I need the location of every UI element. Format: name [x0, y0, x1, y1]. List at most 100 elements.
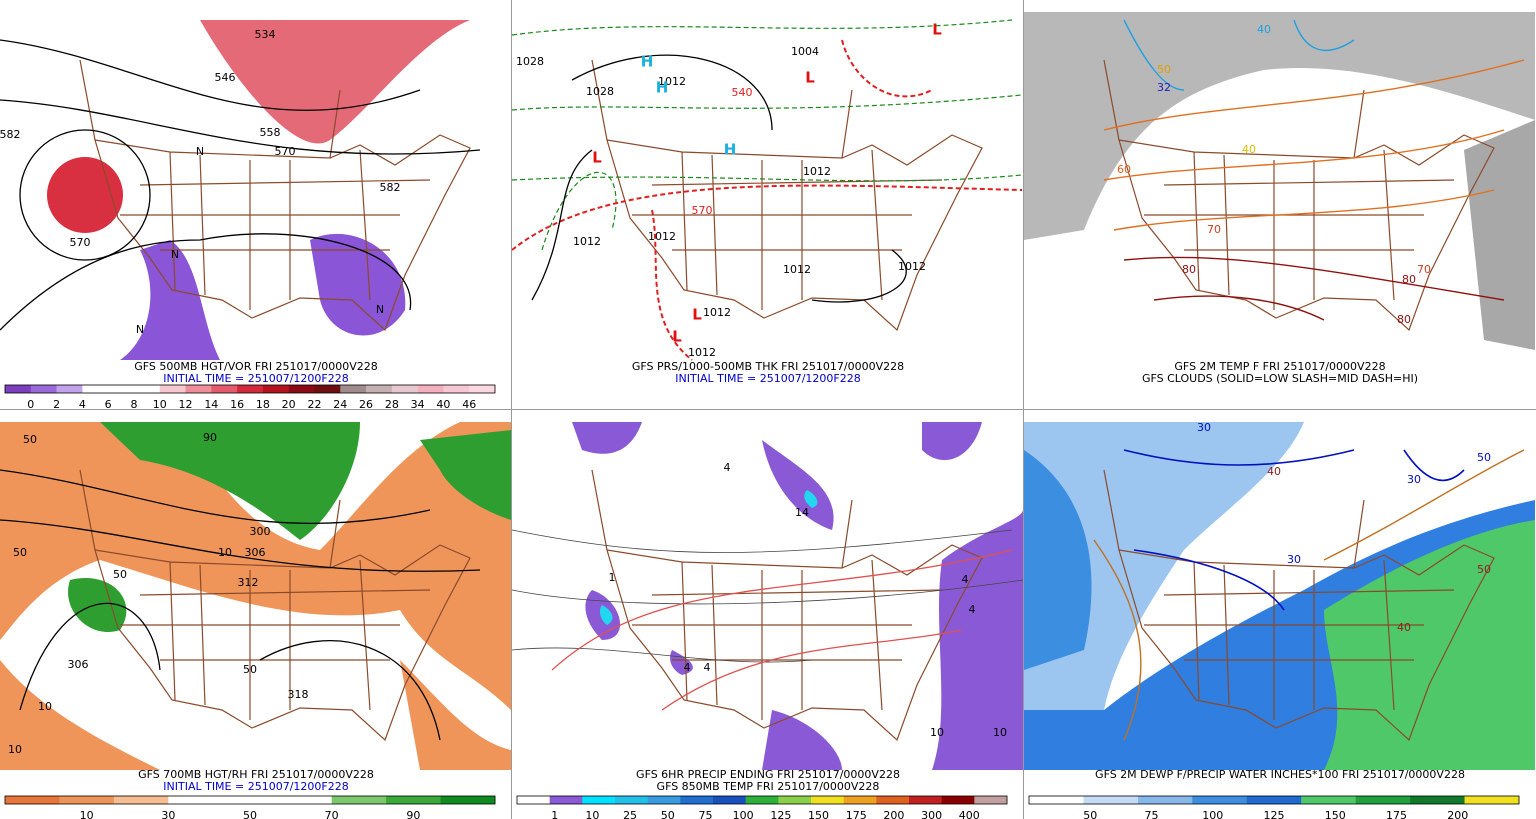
map-label: 300	[250, 525, 271, 538]
vorticity-area	[120, 233, 406, 360]
map-label: 4	[704, 661, 711, 674]
vorticity-area	[47, 157, 123, 233]
map-label: 10	[930, 726, 944, 739]
colorbar-swatch	[331, 796, 387, 804]
pw-area	[1024, 422, 1304, 710]
colorbar-swatch	[262, 385, 289, 393]
colorbar-swatch	[1355, 796, 1411, 804]
colorbar-label: 6	[105, 398, 112, 411]
map-label: 40	[1397, 621, 1411, 634]
map-label: L	[805, 69, 815, 87]
map-label: H	[724, 141, 737, 159]
map-label: 30	[1407, 473, 1421, 486]
temp-contour	[1103, 59, 1525, 231]
map-panel	[1024, 12, 1535, 360]
caption: INITIAL TIME = 251007/1200F228	[163, 780, 348, 793]
colorbar-frame	[1028, 795, 1520, 805]
colorbar-swatch	[108, 385, 135, 393]
caption: INITIAL TIME = 251007/1200F228	[163, 372, 348, 385]
colorbar-swatch	[340, 385, 367, 393]
map-label: 10	[218, 546, 232, 559]
colorbar-label: 2	[53, 398, 60, 411]
map-label: 4	[969, 603, 976, 616]
map-label: 50	[23, 433, 37, 446]
map-label: 80	[1397, 313, 1411, 326]
map-label: 40	[1257, 23, 1271, 36]
colorbar-swatch	[811, 796, 844, 804]
colorbar-label: 1	[551, 809, 558, 819]
thickness-contour	[511, 19, 1023, 251]
colorbar-label: 40	[436, 398, 450, 411]
colorbar-label: 25	[623, 809, 637, 819]
dewpoint-contour	[1093, 449, 1525, 741]
colorbar-swatch	[113, 796, 169, 804]
colorbar-swatch	[1029, 796, 1084, 804]
map-label: 4	[724, 461, 731, 474]
vorticity-area	[200, 20, 470, 144]
colorbar-swatch	[549, 796, 583, 804]
colorbar-label: 50	[661, 809, 675, 819]
colorbar-label: 75	[698, 809, 712, 819]
caption: GFS PRS/1000-500MB THK FRI 251017/0000V2…	[632, 360, 904, 373]
colorbar-swatch	[745, 796, 779, 804]
colorbar-swatch	[941, 796, 975, 804]
map-label: 70	[1207, 223, 1221, 236]
colorbar-swatch	[909, 796, 942, 804]
colorbar-label: 125	[1264, 809, 1285, 819]
map-label: 312	[238, 576, 259, 589]
colorbar-swatch	[1464, 796, 1520, 804]
map-label: 582	[380, 181, 401, 194]
map-label: 306	[68, 658, 89, 671]
caption: GFS 2M DEWP F/PRECIP WATER INCHES*100 FR…	[1095, 768, 1465, 781]
caption: GFS 2M TEMP F FRI 251017/0000V228	[1174, 360, 1385, 373]
colorbar-label: 10	[80, 809, 94, 819]
colorbar-label: 14	[204, 398, 218, 411]
colorbar-label: 150	[808, 809, 829, 819]
map-label: 70	[1417, 263, 1431, 276]
map-label: 570	[275, 145, 296, 158]
temp-contour	[1123, 19, 1355, 91]
colorbar-label: 12	[179, 398, 193, 411]
map-label: L	[692, 306, 702, 324]
colorbar-swatch	[391, 385, 418, 393]
map-label: 534	[255, 28, 276, 41]
colorbar-swatch	[30, 385, 57, 393]
colorbar-label: 300	[921, 809, 942, 819]
colorbar-swatch	[469, 385, 496, 393]
colorbar-label: 22	[307, 398, 321, 411]
colorbar-swatch	[82, 385, 109, 393]
colorbar-swatch	[237, 385, 264, 393]
humidity-area	[0, 660, 511, 770]
colorbar-swatch	[314, 385, 341, 393]
colorbar-label: 400	[959, 809, 980, 819]
colorbar-label: 175	[1386, 809, 1407, 819]
colorbar-label: 26	[359, 398, 373, 411]
colorbar-swatch	[366, 385, 393, 393]
map-label: 10	[8, 743, 22, 756]
colorbar-label: 10	[153, 398, 167, 411]
colorbar-swatch	[1301, 796, 1356, 804]
colorbar-label: 50	[243, 809, 257, 819]
map-label: 50	[1477, 451, 1491, 464]
map-label: L	[672, 328, 682, 346]
map-label: N	[171, 248, 179, 261]
map-label: H	[656, 79, 669, 97]
colorbar-label: 16	[230, 398, 244, 411]
map-label: H	[641, 53, 654, 71]
map-label: 1012	[658, 75, 686, 88]
colorbar-label: 150	[1325, 809, 1346, 819]
colorbar-swatch	[440, 796, 496, 804]
colorbar-label: 70	[325, 809, 339, 819]
map-panel	[511, 422, 1024, 770]
caption: GFS 500MB HGT/VOR FRI 251017/0000V228	[134, 360, 378, 373]
map-label: 10	[38, 700, 52, 713]
colorbar-label: 8	[130, 398, 137, 411]
colorbar-swatch	[211, 385, 238, 393]
colorbar-swatch	[185, 385, 212, 393]
colorbar-swatch	[1137, 796, 1193, 804]
map-label: 50	[13, 546, 27, 559]
map-label: 1028	[586, 85, 614, 98]
colorbar-label: 46	[462, 398, 476, 411]
map-label: 1012	[898, 260, 926, 273]
colorbar-swatch	[168, 796, 224, 804]
